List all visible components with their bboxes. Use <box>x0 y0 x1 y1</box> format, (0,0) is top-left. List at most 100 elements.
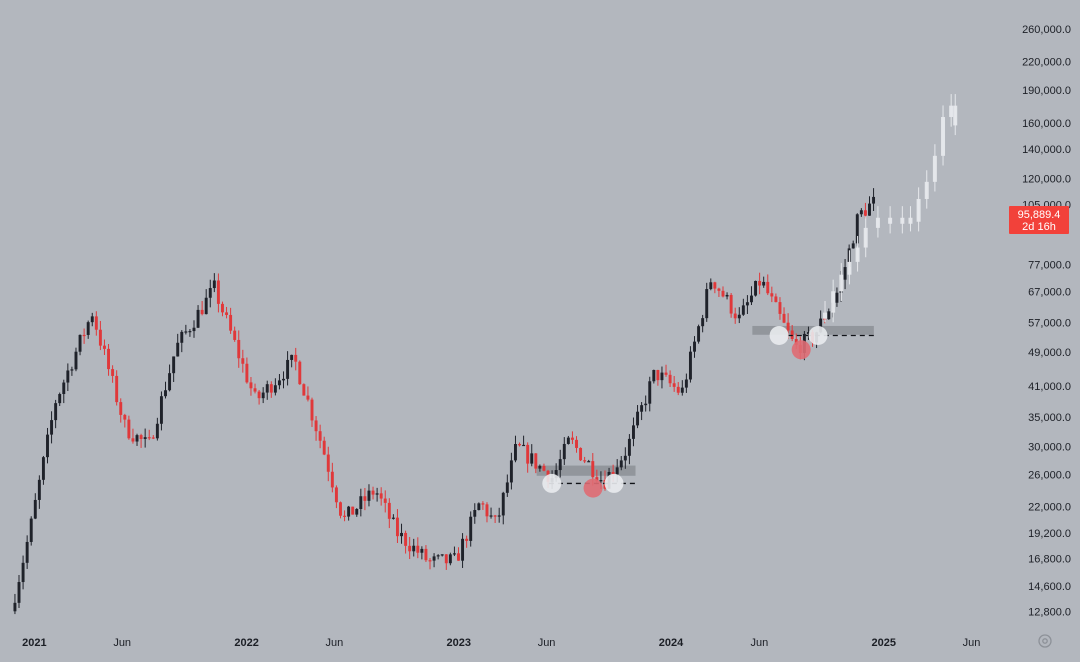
candle-body <box>13 602 17 612</box>
candle-body <box>750 295 753 303</box>
candle-body <box>481 503 485 505</box>
support-zones <box>536 325 874 476</box>
candle-body <box>725 294 729 297</box>
candle-body <box>766 281 770 294</box>
projection-bar <box>900 217 905 224</box>
candle-body <box>334 487 338 503</box>
candle-body <box>526 444 530 464</box>
y-axis: 260,000.0 220,000.0 190,000.0 160,000.0 140,… <box>1022 24 1071 618</box>
candle-body <box>684 379 688 388</box>
candle-body <box>151 437 155 439</box>
candle-body <box>180 331 184 343</box>
candle-body <box>200 309 204 315</box>
y-tick-label: 12,800.0 <box>1028 606 1071 618</box>
candle-body <box>741 305 745 315</box>
candle-body <box>424 548 428 561</box>
y-tick-label: 160,000.0 <box>1022 118 1071 130</box>
candle-body <box>632 425 635 439</box>
candle-body <box>33 499 37 519</box>
x-tick-label: 2022 <box>234 637 258 649</box>
white-touch-marker <box>542 473 562 493</box>
candle-body <box>188 331 192 333</box>
candle-body <box>172 356 176 374</box>
candle-body <box>367 490 371 501</box>
candle-body <box>253 388 257 392</box>
candle-body <box>615 467 619 475</box>
candle-body <box>493 515 497 517</box>
candle-body <box>322 440 326 455</box>
candle-body <box>82 334 86 337</box>
candle-body <box>705 289 709 319</box>
y-tick-label: 14,600.0 <box>1028 581 1071 593</box>
y-tick-label: 140,000.0 <box>1022 144 1071 156</box>
candle-body <box>465 538 469 541</box>
x-tick-label: Jun <box>113 637 131 649</box>
candle-body <box>774 296 778 303</box>
projection-bar <box>949 105 954 118</box>
candle-body <box>379 493 383 499</box>
candle-body <box>184 331 188 333</box>
projection-bar <box>847 261 852 275</box>
candle-body <box>131 438 135 442</box>
touch-markers <box>542 326 828 498</box>
candle-body <box>872 196 876 204</box>
y-tick-label: 57,000.0 <box>1028 318 1071 330</box>
candle-body <box>286 359 290 379</box>
candle-body <box>176 342 180 357</box>
projection-bar <box>941 117 946 156</box>
candle-body <box>391 517 395 519</box>
candle-body <box>518 444 521 446</box>
candle-body <box>713 282 717 289</box>
candle-body <box>387 502 391 519</box>
white-touch-marker <box>808 326 828 346</box>
candle-body <box>400 532 403 537</box>
candle-body <box>428 560 432 562</box>
candle-body <box>457 553 460 561</box>
candle-body <box>595 477 599 482</box>
candle-body <box>868 203 871 216</box>
candle-body <box>375 493 379 495</box>
candle-body <box>225 312 229 315</box>
white-touch-marker <box>604 473 624 493</box>
candle-body <box>452 553 456 555</box>
candle-body <box>62 382 66 395</box>
y-tick-label: 260,000.0 <box>1022 24 1071 36</box>
candle-body <box>819 318 823 333</box>
candle-body <box>680 387 684 393</box>
candle-body <box>86 322 90 335</box>
x-tick-label: Jun <box>750 637 768 649</box>
x-tick-label: 2024 <box>659 637 684 649</box>
candle-body <box>58 394 62 404</box>
candle-body <box>534 453 538 469</box>
settings-icon[interactable] <box>1038 634 1052 648</box>
y-tick-label: 22,000.0 <box>1028 502 1071 514</box>
candle-body <box>473 510 477 517</box>
y-tick-label: 77,000.0 <box>1028 259 1071 271</box>
x-axis: 2021 Jun 2022 Jun 2023 Jun 2024 Jun 2025 Jun <box>22 637 980 649</box>
y-tick-label: 35,000.0 <box>1028 412 1071 424</box>
candle-body <box>623 455 627 461</box>
candle-body <box>302 384 306 396</box>
candle-body <box>782 313 786 323</box>
candle-body <box>587 461 591 463</box>
candle-body <box>221 303 224 313</box>
candle-body <box>522 444 526 447</box>
candle-body <box>347 506 351 517</box>
dashed-levels <box>548 334 874 485</box>
candle-body <box>41 457 45 480</box>
candle-body <box>660 372 664 381</box>
candle-body <box>208 288 212 298</box>
candle-body <box>579 447 583 461</box>
candle-body <box>611 471 615 475</box>
candle-body <box>192 327 196 332</box>
candle-body <box>786 322 790 331</box>
candle-body <box>94 316 98 330</box>
candle-body <box>652 370 656 382</box>
candle-body <box>139 435 143 440</box>
y-tick-label: 30,000.0 <box>1028 442 1071 454</box>
candle-body <box>273 385 277 393</box>
candle-body <box>404 532 408 546</box>
candle-body <box>164 390 167 397</box>
